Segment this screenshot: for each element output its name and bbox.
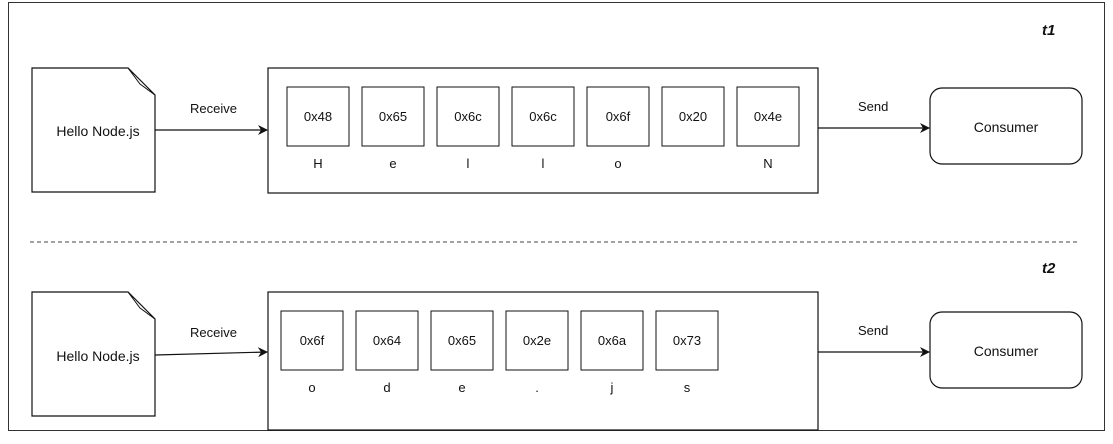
byte-char: e (458, 380, 466, 395)
buffer-cell-box (280, 310, 344, 371)
byte-char: s (683, 380, 691, 395)
send-label: Send (858, 99, 889, 114)
consumer-box (929, 311, 1083, 389)
stage-label: t2 (1042, 260, 1056, 277)
receive-arrow (154, 347, 268, 358)
stage-label: t1 (1042, 22, 1056, 39)
buffer-cell-box (286, 86, 350, 147)
document-fold-icon (127, 67, 156, 96)
byte-hex-value: 0x65 (378, 109, 408, 124)
byte-hex-value: 0x6f (605, 109, 631, 124)
byte-hex-value: 0x2e (522, 333, 552, 348)
receive-label: Receive (190, 101, 237, 116)
byte-hex-value: 0x6c (454, 109, 482, 124)
buffer-cell-box (505, 310, 569, 371)
byte-char: o (614, 156, 622, 171)
buffer-cell-box (511, 86, 575, 147)
byte-hex-value: 0x6c (529, 109, 557, 124)
byte-hex-value: 0x64 (372, 333, 402, 348)
byte-hex-value: 0x4e (753, 109, 783, 124)
byte-hex-value: 0x6a (597, 333, 627, 348)
source-document-label: Hello Node.js (56, 123, 140, 139)
consumer-label: Consumer (973, 343, 1039, 359)
byte-char: l (466, 156, 470, 171)
byte-char: N (763, 156, 773, 171)
send-label: Send (858, 323, 889, 338)
byte-hex-value: 0x6f (299, 333, 325, 348)
buffer-container (267, 291, 819, 431)
receive-label: Receive (190, 325, 237, 340)
buffer-cell-box (586, 86, 650, 147)
buffer-cell-box (655, 310, 719, 371)
buffer-cell-box (436, 86, 500, 147)
buffer-cell-box (736, 86, 800, 147)
buffer-cell-box (430, 310, 494, 371)
byte-hex-value: 0x48 (303, 109, 333, 124)
byte-char: e (389, 156, 397, 171)
buffer-container (267, 67, 819, 194)
byte-hex-value: 0x73 (672, 333, 702, 348)
consumer-label: Consumer (973, 119, 1039, 135)
buffer-cell-box (361, 86, 425, 147)
byte-char: . (535, 380, 539, 395)
source-document-label: Hello Node.js (56, 348, 140, 364)
byte-char: H (313, 156, 323, 171)
source-document-shape (31, 67, 156, 193)
buffer-cell-box (580, 310, 644, 371)
byte-char: l (541, 156, 545, 171)
byte-char: o (308, 380, 316, 395)
byte-hex-value: 0x20 (678, 109, 708, 124)
buffer-cell-box (355, 310, 419, 371)
byte-hex-value: 0x65 (447, 333, 477, 348)
source-document-shape (31, 291, 156, 417)
consumer-box (929, 87, 1083, 165)
buffer-cell-box (661, 86, 725, 147)
document-fold-icon (127, 291, 156, 320)
byte-char: j (610, 380, 614, 395)
byte-char: d (383, 380, 391, 395)
